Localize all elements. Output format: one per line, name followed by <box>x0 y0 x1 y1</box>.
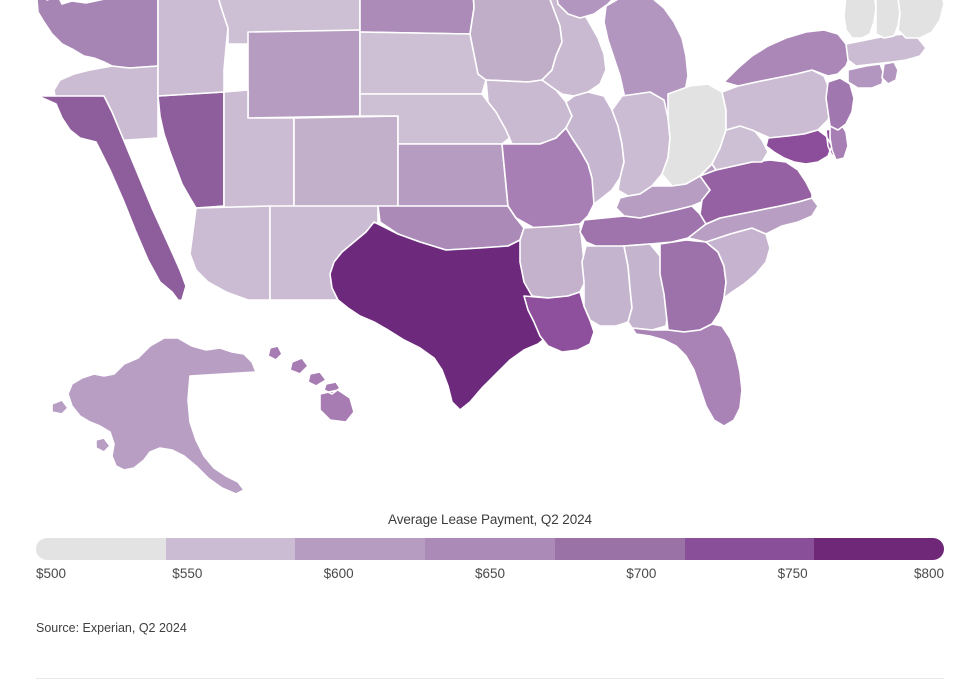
legend-swatch-3 <box>425 538 555 560</box>
state-new-jersey[interactable] <box>825 77 855 131</box>
legend-tick-4: $700 <box>626 566 657 581</box>
legend-tick-2: $600 <box>323 566 354 581</box>
state-wyoming[interactable] <box>247 29 361 119</box>
state-arizona[interactable] <box>189 205 271 301</box>
legend: Average Lease Payment, Q2 2024 $500 $550 $… <box>0 512 980 581</box>
legend-tick-1: $550 <box>172 566 203 581</box>
state-mississippi[interactable] <box>581 245 633 327</box>
state-connecticut[interactable] <box>847 63 885 89</box>
legend-title: Average Lease Payment, Q2 2024 <box>388 512 592 527</box>
state-maine[interactable] <box>890 0 945 39</box>
legend-swatch-1 <box>165 538 296 560</box>
legend-tick-5: $750 <box>777 566 808 581</box>
state-california[interactable] <box>37 95 187 303</box>
legend-swatch-0 <box>36 538 166 560</box>
legend-swatch-2 <box>295 538 426 560</box>
state-georgia[interactable] <box>659 239 727 333</box>
state-arkansas[interactable] <box>519 223 587 299</box>
us-choropleth-map[interactable] <box>0 0 980 515</box>
state-colorado[interactable] <box>293 115 399 209</box>
state-rhode-island[interactable] <box>881 61 899 85</box>
bottom-divider <box>36 678 944 679</box>
state-florida[interactable] <box>631 323 743 427</box>
state-new-hampshire[interactable] <box>875 0 901 39</box>
state-north-dakota[interactable] <box>359 0 475 35</box>
state-minnesota[interactable] <box>469 0 563 83</box>
legend-swatch-6 <box>814 538 944 560</box>
state-nevada[interactable] <box>157 91 225 209</box>
state-west-virginia[interactable] <box>711 125 769 171</box>
legend-tick-0: $500 <box>36 566 67 581</box>
legend-gradient-bar[interactable] <box>36 538 944 560</box>
state-hawaii[interactable] <box>267 345 355 423</box>
legend-swatch-5 <box>684 538 815 560</box>
state-washington[interactable] <box>36 0 159 71</box>
legend-tick-6: $800 <box>913 566 944 581</box>
state-texas[interactable] <box>329 221 553 411</box>
us-map-svg[interactable] <box>0 0 980 515</box>
state-louisiana[interactable] <box>523 291 595 353</box>
source-note: Source: Experian, Q2 2024 <box>36 621 187 635</box>
state-alaska[interactable] <box>51 337 257 495</box>
state-kansas[interactable] <box>397 143 509 209</box>
state-vermont[interactable] <box>843 0 877 39</box>
legend-colorbar[interactable] <box>36 538 944 560</box>
legend-tick-labels: $500 $550 $600 $650 $700 $750 $800 <box>36 560 944 581</box>
state-south-dakota[interactable] <box>359 31 487 95</box>
legend-swatch-4 <box>554 538 685 560</box>
state-idaho[interactable] <box>157 0 229 97</box>
legend-tick-3: $650 <box>474 566 506 581</box>
